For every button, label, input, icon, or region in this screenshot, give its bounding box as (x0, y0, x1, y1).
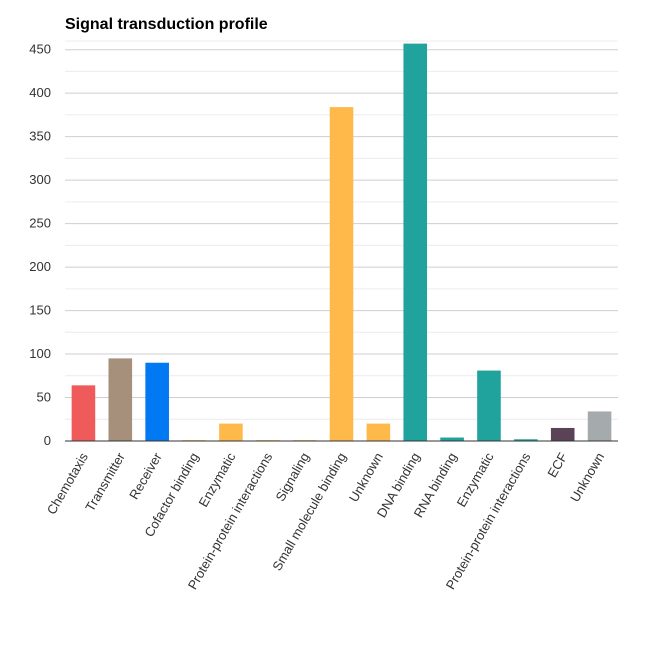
x-tick-label: Small molecule binding (269, 450, 349, 573)
bar (366, 423, 391, 441)
x-tick-label: Signaling (272, 450, 312, 504)
x-tick-label: Unknown (346, 450, 386, 504)
y-tick-label: 400 (29, 85, 51, 100)
bar (329, 107, 354, 441)
bar (403, 43, 428, 441)
y-tick-label: 150 (29, 303, 51, 318)
x-tick-label: ECF (544, 450, 570, 480)
bar (145, 362, 169, 441)
y-tick-label: 0 (44, 433, 51, 448)
bar (587, 411, 612, 441)
bar (71, 385, 96, 441)
chart-title: Signal transduction profile (65, 16, 268, 33)
y-tick-label: 450 (29, 42, 51, 57)
y-tick-label: 350 (29, 129, 51, 144)
bars (71, 43, 612, 441)
y-tick-label: 300 (29, 172, 51, 187)
bar (440, 437, 464, 441)
bar (550, 427, 575, 441)
y-tick-label: 50 (37, 390, 51, 405)
y-tick-label: 100 (29, 346, 51, 361)
x-tick-label: Unknown (567, 450, 607, 504)
bar (514, 439, 538, 441)
bar (108, 358, 133, 441)
y-tick-label: 200 (29, 259, 51, 274)
bar (219, 423, 243, 441)
x-tick-label: Receiver (126, 449, 165, 502)
bar (477, 370, 501, 441)
y-tick-label: 250 (29, 216, 51, 231)
y-axis: 0 50 100 150 200 250 300 350 400 450 (29, 42, 51, 448)
